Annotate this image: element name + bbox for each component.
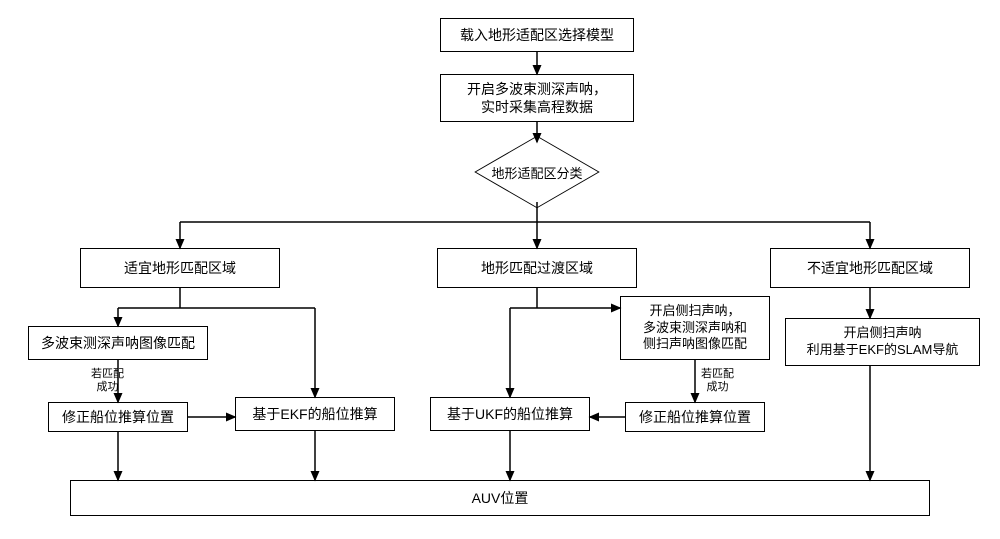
node-start-sonar: 开启多波束测深声呐，实时采集高程数据 (440, 74, 634, 122)
node-suitable-region: 适宜地形匹配区域 (80, 248, 280, 288)
node-label: 载入地形适配区选择模型 (460, 26, 614, 44)
node-decision: 地形适配区分类 (487, 142, 587, 202)
node-multibeam-match: 多波束测深声呐图像匹配 (28, 326, 208, 360)
node-label: 地形匹配过渡区域 (481, 259, 593, 277)
node-unsuitable-region: 不适宜地形匹配区域 (770, 248, 970, 288)
node-label: 多波束测深声呐图像匹配 (41, 334, 195, 352)
node-correct-pos-mid: 修正船位推算位置 (625, 402, 765, 432)
node-transition-region: 地形匹配过渡区域 (437, 248, 637, 288)
node-label: 不适宜地形匹配区域 (807, 259, 933, 277)
node-auv-position: AUV位置 (70, 480, 930, 516)
node-label: 开启侧扫声呐利用基于EKF的SLAM导航 (807, 325, 959, 359)
node-ekf-dr: 基于EKF的船位推算 (235, 397, 395, 431)
node-load-model: 载入地形适配区选择模型 (440, 18, 634, 52)
edge-label-match-success-mid: 若匹配成功 (700, 368, 735, 394)
node-ukf-dr: 基于UKF的船位推算 (430, 397, 590, 431)
node-correct-pos-left: 修正船位推算位置 (48, 402, 188, 432)
edge-label-match-success-left: 若匹配成功 (90, 368, 125, 394)
node-label: 开启多波束测深声呐，实时采集高程数据 (467, 80, 607, 116)
node-sidescan-match: 开启侧扫声呐，多波束测深声呐和侧扫声呐图像匹配 (620, 296, 770, 360)
node-label: AUV位置 (472, 489, 529, 507)
node-label: 适宜地形匹配区域 (124, 259, 236, 277)
node-label: 修正船位推算位置 (62, 408, 174, 426)
node-label: 修正船位推算位置 (639, 408, 751, 426)
node-label: 基于EKF的船位推算 (252, 405, 377, 423)
node-slam: 开启侧扫声呐利用基于EKF的SLAM导航 (785, 318, 980, 366)
node-label: 地形适配区分类 (491, 163, 582, 182)
node-label: 开启侧扫声呐，多波束测深声呐和侧扫声呐图像匹配 (643, 303, 747, 354)
node-label: 基于UKF的船位推算 (447, 405, 573, 423)
